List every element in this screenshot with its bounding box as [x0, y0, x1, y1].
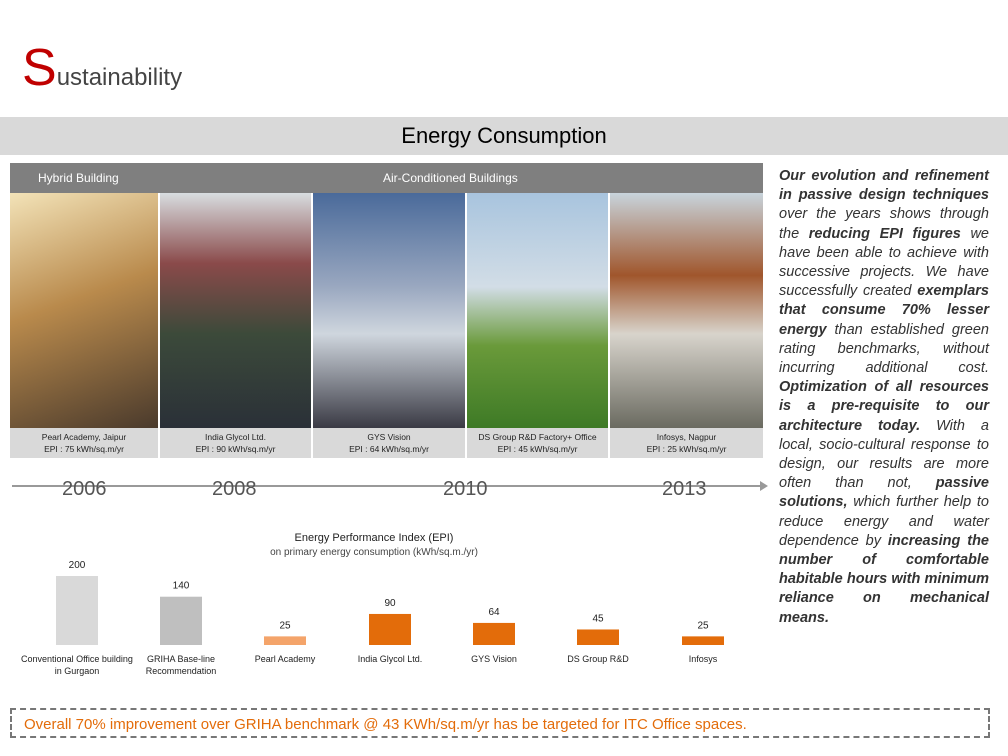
bar: [264, 636, 306, 645]
group-label: Air-Conditioned Buildings: [383, 171, 518, 185]
text-run: passive solutions,: [779, 475, 989, 511]
project-epi: EPI : 75 kWh/sq.m/yr: [44, 444, 124, 454]
value-label: 200: [69, 560, 86, 571]
text-run: than established green rating benchmarks…: [779, 321, 989, 377]
text-run: With a local, socio-cultural response to…: [779, 417, 989, 492]
project-name: DS Group R&D Factory+ Office: [478, 432, 597, 442]
value-label: 64: [488, 607, 500, 618]
text-run: increasing the number of comfortable hab…: [779, 532, 989, 626]
photo: [160, 193, 311, 428]
caption: Pearl Academy, Jaipur EPI : 75 kWh/sq.m/y…: [10, 428, 158, 458]
value-label: 25: [697, 620, 709, 631]
section-band: [0, 117, 1008, 155]
project-epi: EPI : 90 kWh/sq.m/yr: [195, 444, 276, 454]
category-label: Infosys: [689, 654, 718, 664]
text-run: over the years shows through the: [779, 206, 989, 242]
value-label: 25: [279, 620, 291, 631]
category-label: India Glycol Ltd.: [358, 654, 423, 664]
slide-title: Sustainability: [22, 39, 183, 97]
project-name: Pearl Academy, Jaipur: [41, 432, 127, 442]
bar: [369, 613, 411, 645]
epi-chart: Energy Performance Index (EPI) on primar…: [21, 532, 724, 676]
section-title: Energy Consumption: [401, 123, 607, 148]
text-run: exemplars that consume 70% lesser energy: [779, 283, 989, 338]
category-label: GRIHA Base-line Recommendation: [146, 654, 217, 676]
project-name: Infosys, Nagpur: [656, 432, 717, 442]
caption: GYS Vision EPI : 64 kWh/sq.m/yr: [313, 428, 465, 458]
bar: [682, 636, 724, 645]
photo: [610, 193, 763, 428]
footer-note: Overall 70% improvement over GRIHA bench…: [10, 708, 990, 738]
text-run: we have been able to achieve with succes…: [779, 225, 989, 300]
timeline-year: 2006: [62, 478, 107, 500]
caption: Infosys, Nagpur EPI : 25 kWh/sq.m/yr: [610, 428, 763, 458]
caption: DS Group R&D Factory+ Office EPI : 45 kWh…: [467, 428, 608, 458]
timeline: [12, 481, 768, 491]
value-label: 90: [384, 598, 396, 609]
caption: India Glycol Ltd. EPI : 90 kWh/sq.m/yr: [160, 428, 311, 458]
project-epi: EPI : 64 kWh/sq.m/yr: [349, 444, 429, 454]
category-label: DS Group R&D: [567, 654, 629, 664]
chart-subtitle: on primary energy consumption (kWh/sq.m.…: [270, 547, 478, 558]
category-label: Conventional Office building in Gurgaon: [21, 654, 133, 676]
group-label: Hybrid Building: [38, 171, 119, 185]
category-label: Pearl Academy: [255, 654, 316, 664]
gallery-header: [10, 163, 763, 193]
timeline-year: 2008: [212, 478, 257, 500]
project-name: India Glycol Ltd.: [205, 432, 266, 442]
chart-title: Energy Performance Index (EPI): [295, 532, 454, 544]
bar: [577, 629, 619, 645]
value-label: 45: [592, 613, 604, 624]
photo: [467, 193, 608, 428]
text-run: reducing EPI figures: [808, 225, 961, 242]
project-epi: EPI : 45 kWh/sq.m/yr: [497, 444, 578, 454]
bar: [56, 576, 98, 645]
photo: [313, 193, 465, 428]
value-label: 140: [173, 581, 190, 592]
timeline-year: 2013: [662, 478, 707, 500]
text-run: Our evolution and refinement in passive …: [779, 168, 989, 204]
timeline-year: 2010: [443, 478, 488, 500]
bar: [473, 622, 515, 645]
photo: [10, 193, 158, 428]
project-name: GYS Vision: [367, 432, 411, 442]
description: Our evolution and refinement in passive …: [779, 167, 989, 628]
text-run: which further help to reduce energy and …: [779, 494, 989, 549]
category-label: GYS Vision: [471, 654, 517, 664]
bar: [160, 596, 202, 645]
text-run: Optimization of all resources is a pre-r…: [779, 379, 989, 434]
project-epi: EPI : 25 kWh/sq.m/yr: [646, 444, 727, 454]
